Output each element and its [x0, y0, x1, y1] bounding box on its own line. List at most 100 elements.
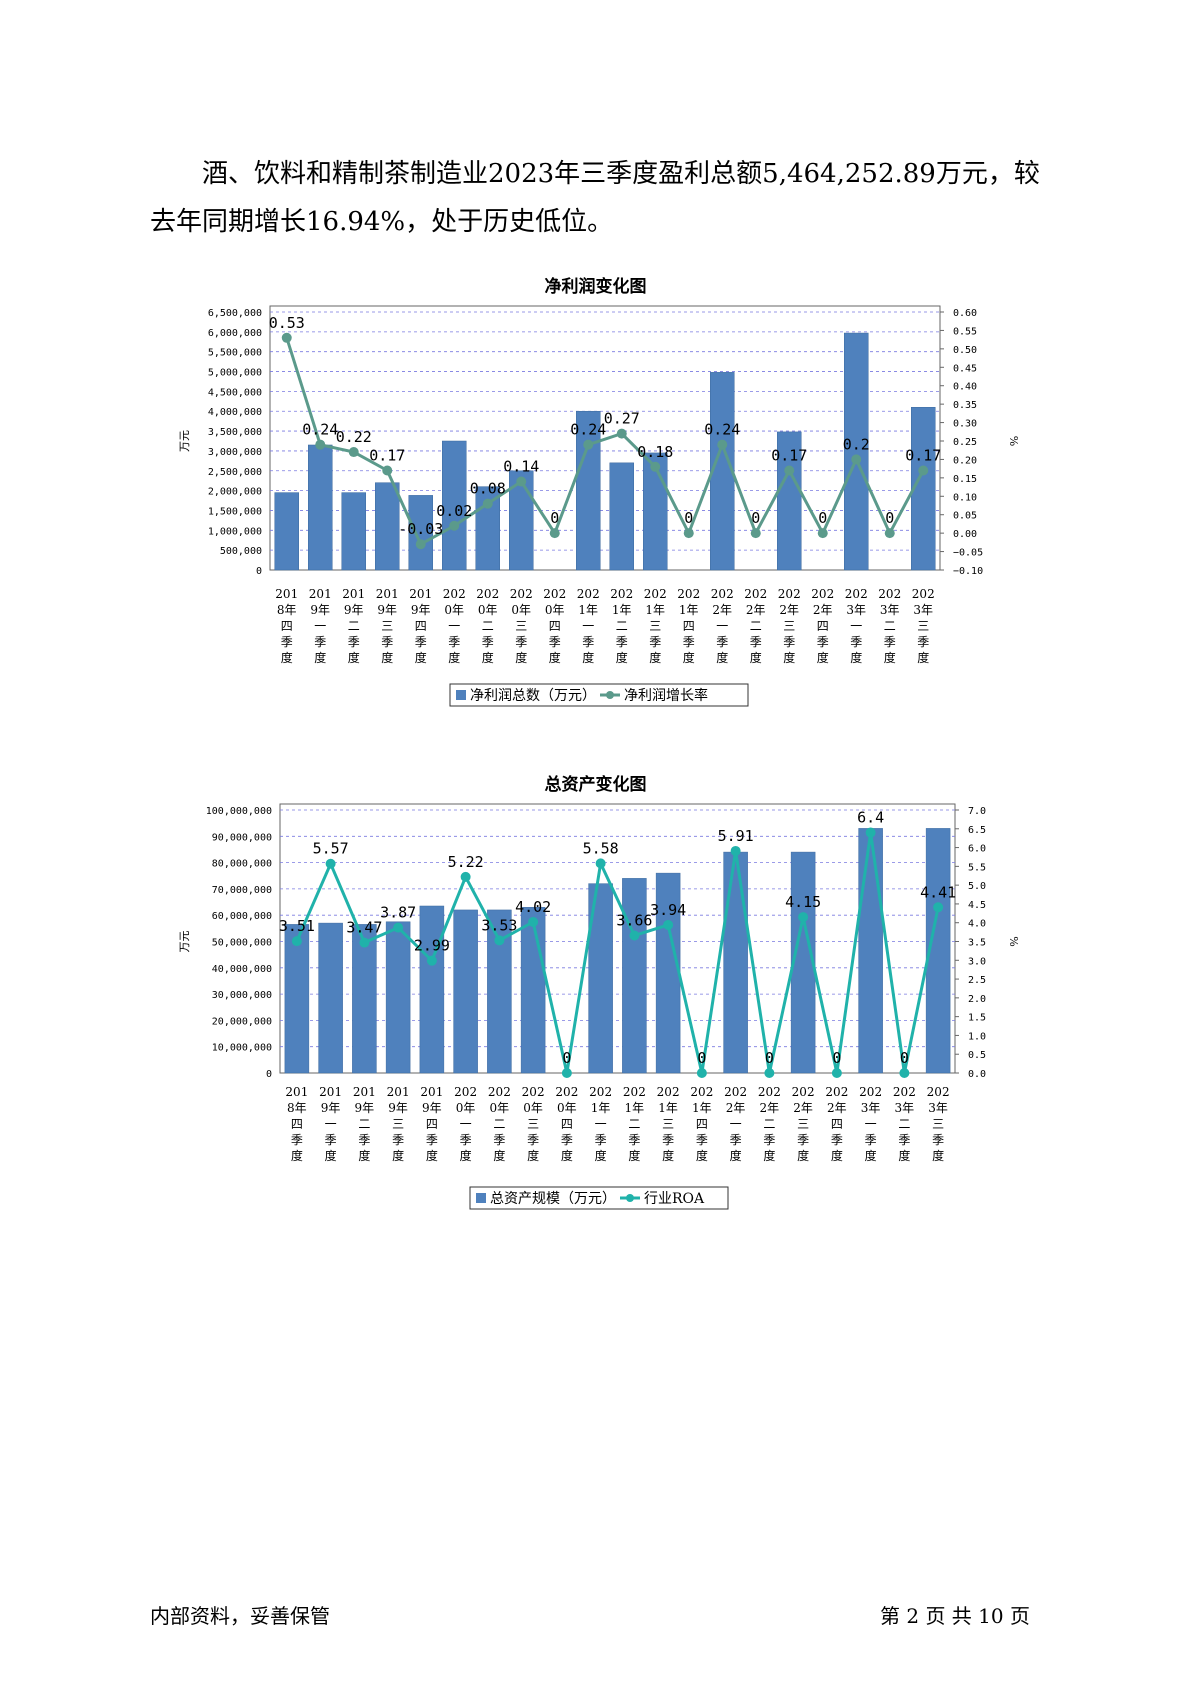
- bar: [318, 922, 343, 1074]
- x-tick-label: 202 1年二季度: [610, 587, 633, 665]
- y-tick-label: 5,500,000: [208, 348, 262, 359]
- line-point: [426, 955, 437, 966]
- legend-box: [449, 683, 749, 707]
- x-tick-label: 202 0年四季度: [555, 1085, 578, 1163]
- total-assets-chart: 100,000,000 90,000,000 80,000,000 70,000,00…: [178, 803, 1020, 1210]
- data-label: 4.41: [920, 883, 956, 901]
- y2-tick-label: 0.20: [953, 455, 977, 466]
- x-tick-label: 201 9年三季度: [376, 587, 399, 665]
- chart-title-total-assets: 总资产变化图: [544, 775, 647, 795]
- line-point: [730, 845, 741, 856]
- series-line: [285, 337, 925, 547]
- y2-tick-label: 5.5: [968, 862, 986, 873]
- data-label: 0.08: [470, 480, 506, 498]
- data-label: 0.53: [269, 314, 305, 332]
- y2-tick-label: 3.0: [968, 956, 986, 967]
- line-point: [516, 476, 527, 487]
- y2-tick-label: 6.5: [968, 825, 986, 836]
- x-tick-label: 202 0年三季度: [510, 587, 533, 665]
- bar: [341, 492, 366, 571]
- y2-tick-label: 0.30: [953, 419, 977, 430]
- y2-axis-label: %: [1007, 936, 1020, 946]
- data-label: 4.02: [515, 898, 551, 916]
- line-point: [784, 465, 795, 476]
- data-label: 0.17: [905, 446, 941, 464]
- data-label: 5.57: [313, 840, 349, 858]
- data-label: -0.03: [398, 520, 443, 538]
- line-point: [650, 461, 661, 472]
- y2-tick-label: 1.0: [968, 1031, 986, 1042]
- line-point: [683, 528, 694, 539]
- x-tick-label: 202 2年三季度: [778, 587, 801, 665]
- data-label: 5.22: [448, 853, 484, 871]
- x-tick-label: 201 9年一季度: [309, 587, 332, 665]
- y2-tick-label: 2.0: [968, 994, 986, 1005]
- y-tick-label: 2,500,000: [208, 467, 262, 478]
- legend-line-marker: [626, 1194, 634, 1202]
- legend-line-label: 行业ROA: [644, 1191, 705, 1207]
- y2-tick-label: 4.5: [968, 900, 986, 911]
- y2-tick-label: 0.15: [953, 474, 977, 485]
- y2-tick-label: 0.60: [953, 308, 977, 319]
- line-point: [750, 528, 761, 539]
- plot-area: [269, 305, 941, 571]
- bar: [308, 444, 333, 571]
- y-tick-label: 40,000,000: [212, 964, 272, 975]
- line-point: [528, 916, 539, 927]
- line-point: [325, 858, 336, 869]
- data-label: 0.27: [604, 410, 640, 428]
- line-point: [482, 498, 493, 509]
- bar: [777, 431, 802, 571]
- legend-bar-label: 总资产规模（万元）: [490, 1191, 616, 1207]
- line-point: [449, 520, 460, 531]
- x-tick-label: 201 9年四季度: [420, 1085, 443, 1163]
- y-axis-label: 万元: [178, 931, 191, 953]
- y2-tick-label: 3.5: [968, 938, 986, 949]
- data-label: 4.15: [785, 893, 821, 911]
- y-tick-label: 3,500,000: [208, 427, 262, 438]
- data-label: 0.22: [336, 428, 372, 446]
- series-line: [295, 832, 940, 1074]
- y-axis-label: 万元: [178, 430, 191, 452]
- x-tick-label: 201 9年二季度: [353, 1085, 376, 1163]
- line-point: [764, 1068, 775, 1078]
- y-tick-label: 5,000,000: [208, 368, 262, 379]
- y-tick-label: 6,500,000: [208, 308, 262, 319]
- line-point: [595, 858, 606, 869]
- y-tick-label: 0: [256, 566, 262, 577]
- x-tick-label: 202 1年二季度: [623, 1085, 646, 1163]
- line-point: [696, 1068, 707, 1078]
- legend-line-marker: [606, 691, 614, 699]
- y2-tick-label: 7.0: [968, 806, 986, 817]
- line-point: [393, 922, 404, 933]
- y-tick-label: 6,000,000: [208, 328, 262, 339]
- x-tick-label: 202 2年四季度: [811, 587, 834, 665]
- net-profit-chart: 6,500,000 6,000,000 5,500,000 5,000,000 4,50…: [178, 305, 1020, 707]
- line-point: [359, 937, 370, 948]
- line-point: [933, 902, 944, 913]
- bar: [442, 440, 467, 571]
- line-point: [348, 447, 359, 458]
- y-tick-label: 60,000,000: [212, 911, 272, 922]
- data-label: 0.02: [436, 502, 472, 520]
- y-tick-label: 90,000,000: [212, 832, 272, 843]
- data-label: 3.94: [650, 901, 686, 919]
- line-point: [899, 1068, 910, 1078]
- bar: [622, 878, 647, 1074]
- x-tick-label: 201 9年四季度: [409, 587, 432, 665]
- summary-paragraph: 酒、饮料和精制茶制造业2023年三季度盈利总额5,464,252.89万元，较去…: [150, 150, 1050, 246]
- line-point: [629, 930, 640, 941]
- bar: [408, 495, 433, 571]
- data-label: 0: [684, 509, 693, 527]
- bar: [790, 851, 816, 1074]
- line-point: [561, 1068, 572, 1078]
- bar: [385, 921, 411, 1074]
- chart-title-net-profit: 净利润变化图: [544, 277, 647, 297]
- y-tick-label: 3,000,000: [208, 447, 262, 458]
- line-point: [616, 428, 627, 439]
- y-tick-label: 0: [266, 1069, 272, 1080]
- bar: [723, 851, 748, 1074]
- x-tick-label: 202 1年一季度: [577, 587, 600, 665]
- x-tick-label: 202 3年三季度: [927, 1085, 950, 1163]
- data-label: 0: [765, 1049, 774, 1067]
